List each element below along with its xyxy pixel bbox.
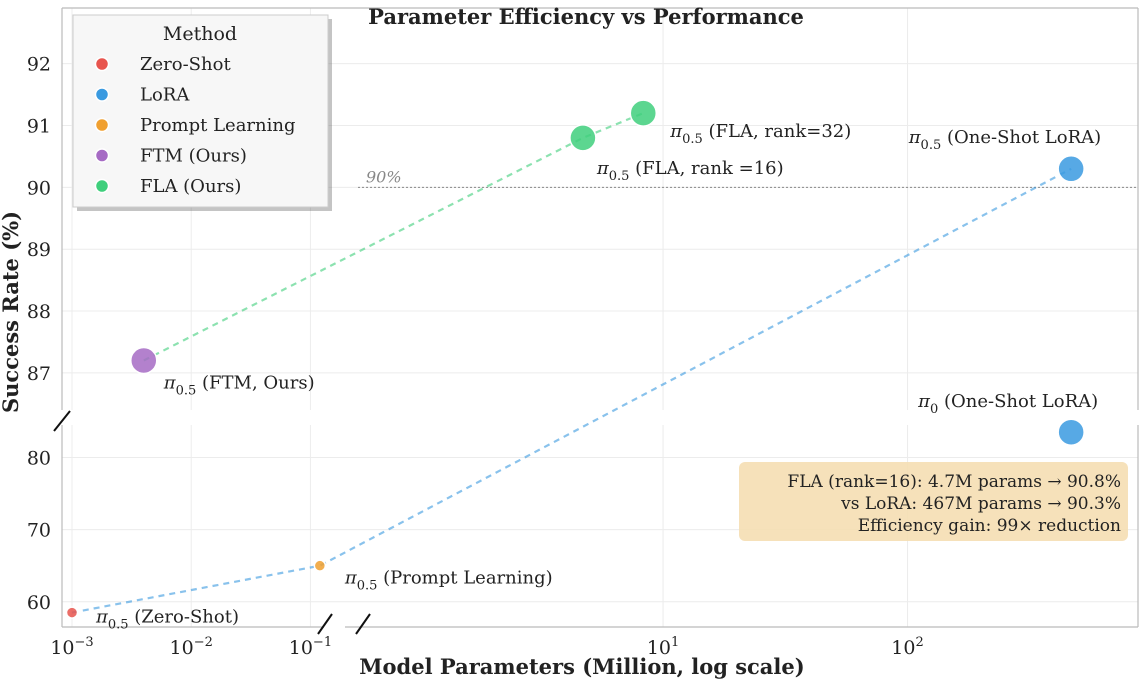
label-prompt: π0.5 (Prompt Learning): [344, 568, 553, 594]
annotation-line: FLA (rank=16): 4.7M params → 90.8%: [787, 472, 1121, 492]
legend-entry-label: FLA (Ours): [140, 176, 241, 197]
chart-title: Parameter Efficiency vs Performance: [368, 4, 804, 29]
x-tick-label: 10−3: [50, 635, 93, 659]
x-tick-label: 10−2: [170, 635, 213, 659]
label-zero-shot: π0.5 (Zero-Shot): [95, 607, 239, 633]
y-tick-label: 91: [27, 116, 51, 138]
y-tick-label: 89: [27, 239, 51, 261]
y-tick-label: 87: [27, 363, 51, 385]
legend-marker: [94, 117, 110, 133]
legend-entry-label: Prompt Learning: [140, 115, 296, 136]
point-labels: π0.5 (Zero-Shot) π0.5 (Prompt Learning) π0…: [95, 121, 1101, 632]
legend-marker: [94, 87, 110, 102]
y-tick-label: 80: [27, 447, 51, 469]
point-lora05: [1057, 155, 1085, 183]
grid: [62, 8, 1138, 627]
point-zero-shot: [65, 606, 79, 619]
x-axis-break-mark: [355, 613, 371, 635]
y-tick-label: 70: [27, 520, 51, 542]
axis-ticks: 87 88 89 90 91 92 60 70 80 10−3 10−2 10−1 101 102: [27, 54, 924, 659]
trend-line: [71, 167, 1072, 614]
trend-lines: [71, 112, 1072, 614]
reference-line-label: 90%: [366, 167, 402, 186]
y-tick-label: 92: [27, 54, 51, 76]
y-tick-label: 60: [27, 592, 51, 614]
axes-frame: [53, 7, 1139, 635]
data-points: [65, 99, 1085, 619]
point-ftm: [130, 346, 158, 375]
label-ftm: π0.5 (FTM, Ours): [163, 373, 315, 399]
point-prompt: [313, 559, 327, 572]
x-tick-label: 102: [891, 635, 923, 659]
label-lora05: π0.5 (One-Shot LoRA): [908, 127, 1101, 153]
point-lora0: [1057, 418, 1085, 446]
y-axis-break-mark: [53, 410, 71, 432]
legend-title: Method: [163, 23, 237, 45]
legend: Method Zero-Shot LoRA Prompt Learning FTM (O…: [72, 14, 332, 211]
label-lora0: π0 (One-Shot LoRA): [917, 391, 1098, 417]
legend-box: [72, 14, 329, 208]
point-fla16: [569, 124, 597, 152]
annotation-box: FLA (rank=16): 4.7M params → 90.8%vs LoR…: [739, 462, 1128, 541]
x-tick-label: 101: [647, 635, 679, 659]
annotation-line: vs LoRA: 467M params → 90.3%: [840, 494, 1121, 514]
y-tick-label: 90: [27, 177, 51, 199]
x-axis-label: Model Parameters (Million, log scale): [359, 654, 804, 679]
legend-entry-label: Zero-Shot: [140, 54, 231, 75]
y-axis-label: Success Rate (%): [0, 211, 23, 413]
x-axis-break-mark: [317, 613, 333, 635]
annotation-line: Efficiency gain: 99× reduction: [858, 516, 1121, 536]
legend-entry-label: LoRA: [140, 85, 190, 106]
label-fla16: π0.5 (FLA, rank =16): [596, 158, 784, 184]
legend-marker: [94, 178, 110, 194]
annotation-background: [739, 462, 1128, 541]
legend-entry-label: FTM (Ours): [140, 146, 247, 167]
legend-marker: [94, 148, 110, 163]
legend-marker: [94, 56, 110, 72]
y-tick-label: 88: [27, 301, 51, 323]
point-fla32: [629, 99, 658, 127]
x-tick-label: 10−1: [289, 635, 332, 659]
label-fla32: π0.5 (FLA, rank=32): [669, 121, 851, 147]
reference-line: 90%: [358, 167, 1138, 188]
